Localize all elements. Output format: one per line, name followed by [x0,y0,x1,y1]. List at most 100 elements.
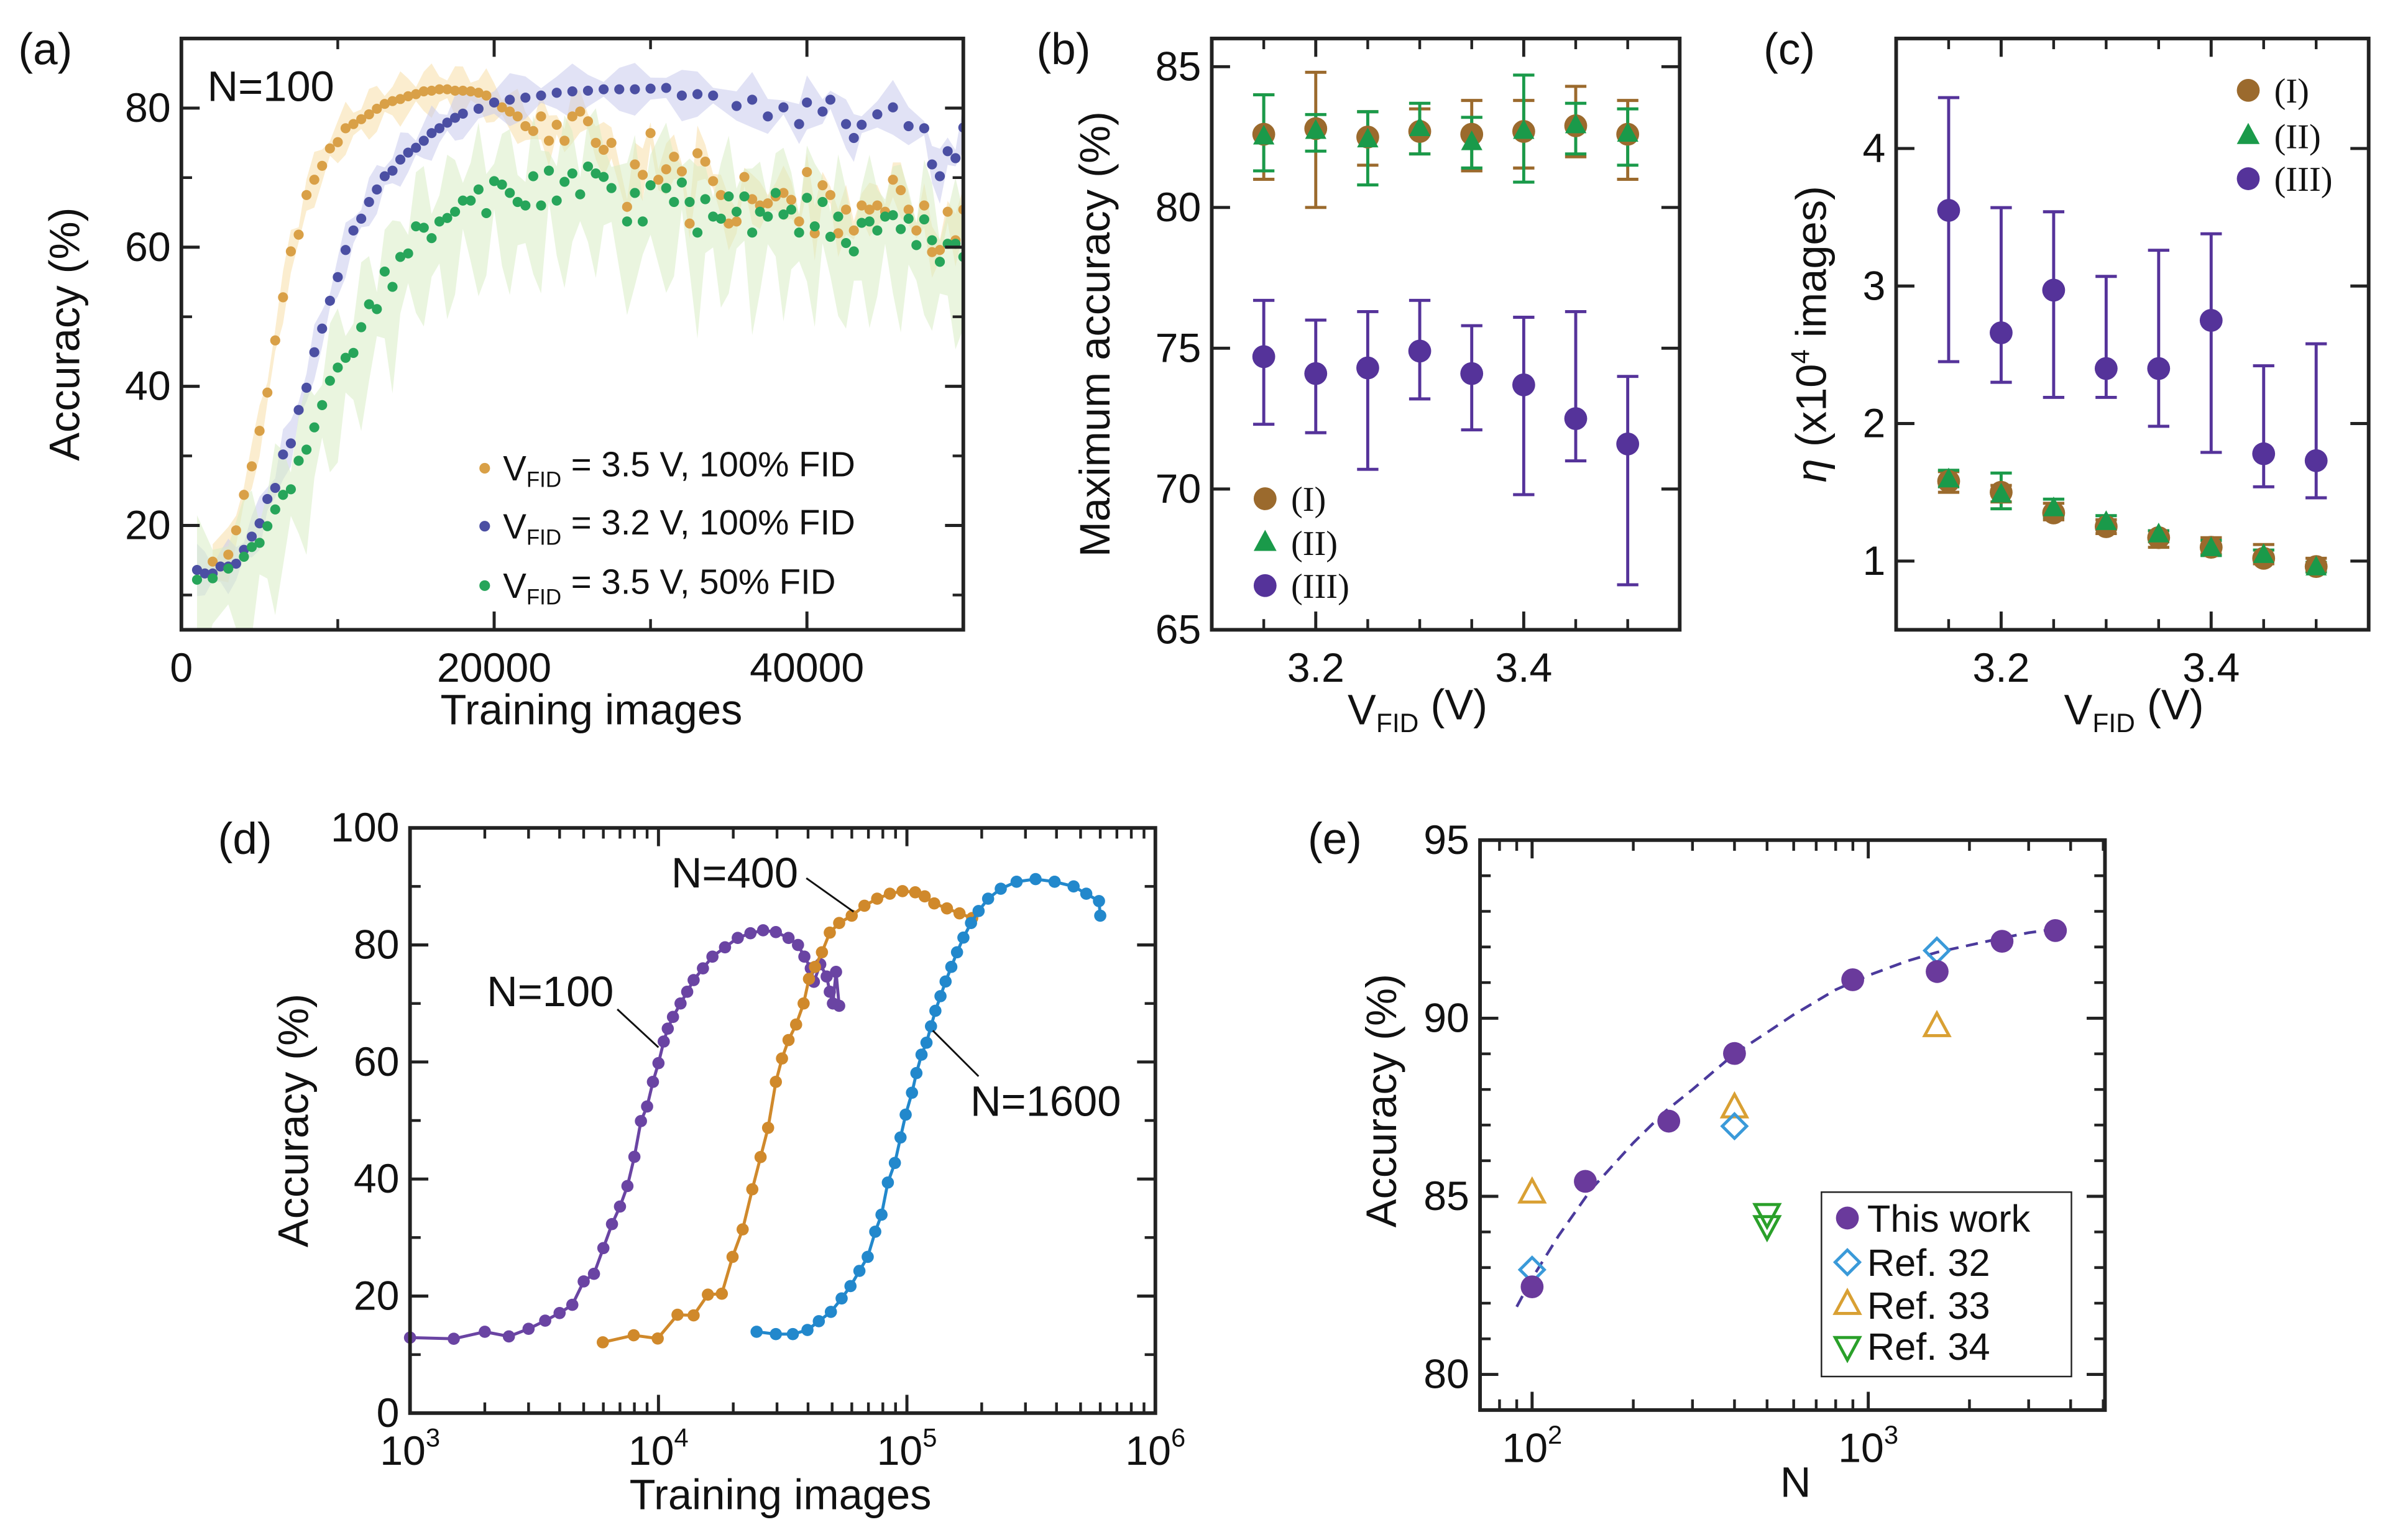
data-point [802,167,812,177]
legend-label-sub: FID [526,585,561,609]
data-point [231,558,241,569]
x-tick-label-exp: 2 [1548,1420,1562,1449]
data-point [692,227,703,238]
data-point [1460,362,1484,385]
data-point [888,210,898,221]
data-point [2094,357,2118,380]
data-point [567,168,577,179]
data-point [575,106,586,117]
data-point [191,565,203,575]
data-point [802,973,816,985]
data-point [794,216,804,227]
data-point [833,917,845,930]
legend-label: VFID = 3.5 V, 50% FID [503,562,835,609]
data-point [278,292,288,303]
data-point [708,90,719,101]
data-point [372,184,382,195]
legend-label-rest: = 3.5 V, 50% FID [561,562,835,601]
data-point [645,128,656,139]
x-axis-label-rest: (V) [2135,681,2204,729]
x-tick-label: 106 [1125,1423,1185,1474]
data-point [411,89,421,99]
data-point [1048,876,1061,888]
plot-area [191,63,963,630]
data-point [1723,1042,1746,1065]
data-point [862,1250,874,1263]
y-axis-label: Accuracy (%) [269,994,317,1247]
data-point [666,1011,679,1024]
data-point [1305,119,1326,139]
data-point [418,135,429,146]
data-point [434,216,445,227]
data-point [661,1022,674,1035]
data-point [802,193,812,203]
data-point [715,213,726,224]
data-point [1719,1091,1750,1119]
data-point [747,227,758,238]
legend-label-v: V [503,506,526,546]
data-point [657,1035,670,1048]
data-point [231,525,241,536]
data-point [875,1208,888,1221]
data-point [520,93,531,103]
data-point [872,225,883,236]
data-point [872,109,883,120]
data-point [747,194,758,204]
data-point [744,927,757,940]
data-point [731,206,742,217]
data-point [763,198,773,209]
data-point [505,188,515,198]
data-point [840,119,852,129]
data-point [522,1322,535,1336]
legend-label: This work [1867,1198,2031,1240]
data-point [903,204,914,215]
data-point [676,177,687,188]
data-point [559,135,570,146]
legend-marker [1253,487,1277,510]
data-point [812,1315,825,1327]
data-point [262,521,273,531]
y-tick-label: 60 [125,224,171,270]
data-point [1565,113,1587,134]
data-point [669,196,679,208]
data-point [824,926,836,939]
data-point [906,1086,918,1099]
x-axis-label: VFID (V) [1348,681,1487,739]
legend-label-sub: FID [526,468,561,492]
data-point [1990,482,2012,503]
data-point [551,88,562,98]
data-point [770,925,782,938]
data-point [372,103,382,114]
data-point [567,86,577,97]
data-point [333,362,343,373]
data-point [442,117,453,128]
data-point [845,909,858,922]
data-point [669,152,679,162]
data-point [505,94,515,105]
data-point [208,556,218,567]
data-point [614,1200,627,1213]
y-tick-label: 4 [1863,126,1886,172]
data-point [309,175,319,185]
data-point [262,493,273,505]
data-point [825,231,836,242]
data-point [801,1324,814,1336]
data-point [1409,116,1431,136]
panel-label: (b) [1036,25,1090,75]
x-tick-label-base: 10 [877,1428,923,1474]
data-point [942,206,953,217]
data-point [684,196,695,208]
legend-box [1821,1191,2072,1378]
x-axis-label: N [1780,1459,1811,1506]
data-point [929,1004,942,1017]
data-point [628,1150,641,1163]
data-point [646,1076,660,1088]
data-point [293,229,304,240]
data-point [927,159,937,170]
data-point [596,1336,609,1349]
data-point [246,531,257,542]
data-point [566,1298,579,1311]
y-tick-label: 20 [354,1273,400,1319]
plot-frame [1894,37,2371,632]
legend-marker [479,521,490,532]
